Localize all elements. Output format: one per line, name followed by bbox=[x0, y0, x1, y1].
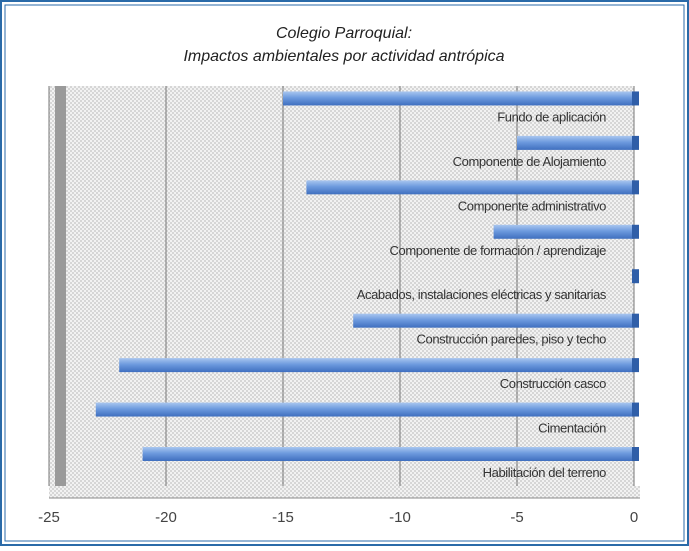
x-tick-label: -15 bbox=[272, 509, 294, 526]
category-label: Habilitación del terreno bbox=[483, 465, 607, 480]
bar-end bbox=[632, 447, 639, 461]
category-label: Acabados, instalaciones eléctricas y san… bbox=[357, 287, 607, 302]
chart-title: Colegio Parroquial: bbox=[276, 25, 412, 42]
bar bbox=[493, 224, 634, 239]
category-label: Cimentación bbox=[538, 421, 606, 436]
bar bbox=[517, 135, 634, 150]
x-tick-label: 0 bbox=[630, 509, 638, 526]
bar-end bbox=[632, 224, 639, 239]
bar bbox=[353, 313, 634, 328]
x-tick-label: -10 bbox=[389, 509, 411, 526]
wall bbox=[55, 86, 66, 492]
bar-end bbox=[632, 358, 639, 373]
plot-background bbox=[49, 86, 634, 486]
x-tick-label: -25 bbox=[38, 509, 60, 526]
category-label: Componente administrativo bbox=[458, 198, 606, 213]
bar bbox=[142, 447, 634, 461]
bar-end bbox=[632, 402, 639, 417]
floor bbox=[49, 486, 640, 498]
plot-area: -25 -20 -15 -10 -5 0 Fundo de aplicación Compon… bbox=[38, 86, 640, 526]
bar-end bbox=[632, 313, 639, 328]
category-label: Fundo de aplicación bbox=[497, 109, 606, 124]
x-tick-label: -20 bbox=[155, 509, 177, 526]
bar bbox=[119, 358, 634, 373]
x-tick-label: -5 bbox=[510, 509, 523, 526]
bar-end bbox=[632, 269, 639, 284]
bar bbox=[306, 180, 634, 195]
chart-subtitle: Impactos ambientales por actividad antró… bbox=[183, 48, 504, 65]
category-label: Construcción paredes, piso y techo bbox=[417, 332, 607, 347]
category-label: Componente de Alojamiento bbox=[453, 154, 607, 169]
bar-end bbox=[632, 135, 639, 150]
bar-end bbox=[632, 180, 639, 195]
bar bbox=[283, 91, 634, 106]
category-label: Construcción casco bbox=[500, 376, 606, 391]
bar bbox=[95, 402, 635, 417]
category-label: Componente de formación / aprendizaje bbox=[390, 243, 607, 258]
inner-frame bbox=[4, 4, 685, 542]
bar-end bbox=[632, 91, 639, 106]
